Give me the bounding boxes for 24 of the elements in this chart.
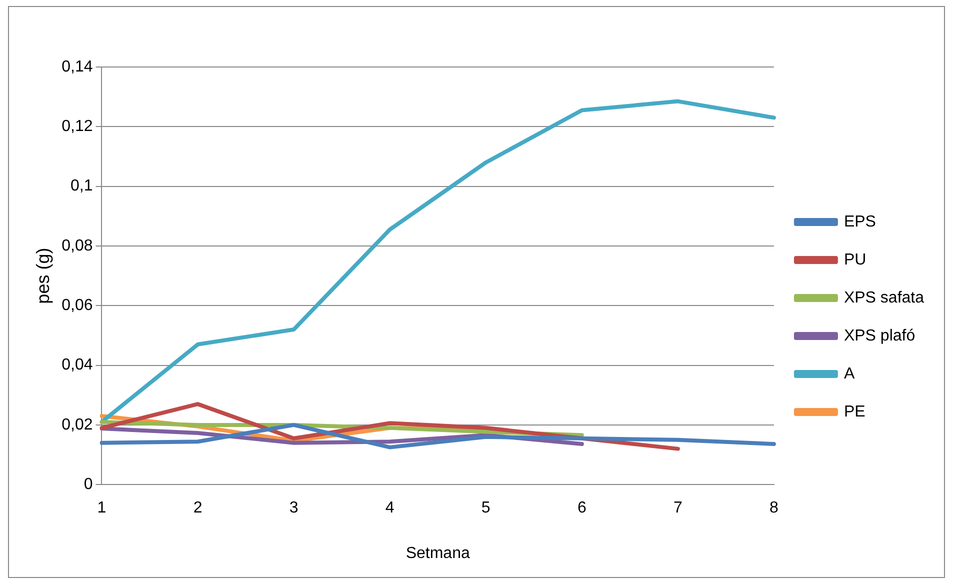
- y-tick-label: 0,08: [62, 237, 93, 254]
- legend-label: PE: [844, 403, 866, 420]
- x-tick-label: 7: [673, 500, 682, 517]
- legend-label: PU: [844, 251, 866, 268]
- y-tick-label: 0,06: [62, 297, 93, 314]
- legend-label: EPS: [844, 213, 876, 230]
- legend-label: XPS plafó: [844, 327, 916, 344]
- y-tick-label: 0,14: [62, 58, 93, 76]
- x-tick-label: 5: [481, 500, 490, 517]
- x-axis-title: Setmana: [406, 544, 470, 562]
- x-tick-label: 2: [193, 500, 202, 517]
- x-tick-label: 4: [385, 500, 394, 517]
- y-tick-label: 0,12: [62, 118, 93, 136]
- y-tick-label: 0,04: [62, 356, 93, 374]
- y-axis-title: pes (g): [32, 248, 53, 304]
- legend-label: XPS safata: [844, 289, 924, 306]
- y-tick-label: 0: [84, 476, 93, 494]
- x-tick-label: 6: [577, 500, 586, 517]
- y-tick-label: 0,02: [62, 416, 93, 434]
- x-tick-label: 3: [289, 500, 298, 517]
- x-tick-label: 1: [97, 500, 106, 517]
- legend-label: A: [844, 365, 855, 382]
- x-tick-label: 8: [770, 500, 778, 517]
- y-tick-label: 0,1: [70, 178, 93, 195]
